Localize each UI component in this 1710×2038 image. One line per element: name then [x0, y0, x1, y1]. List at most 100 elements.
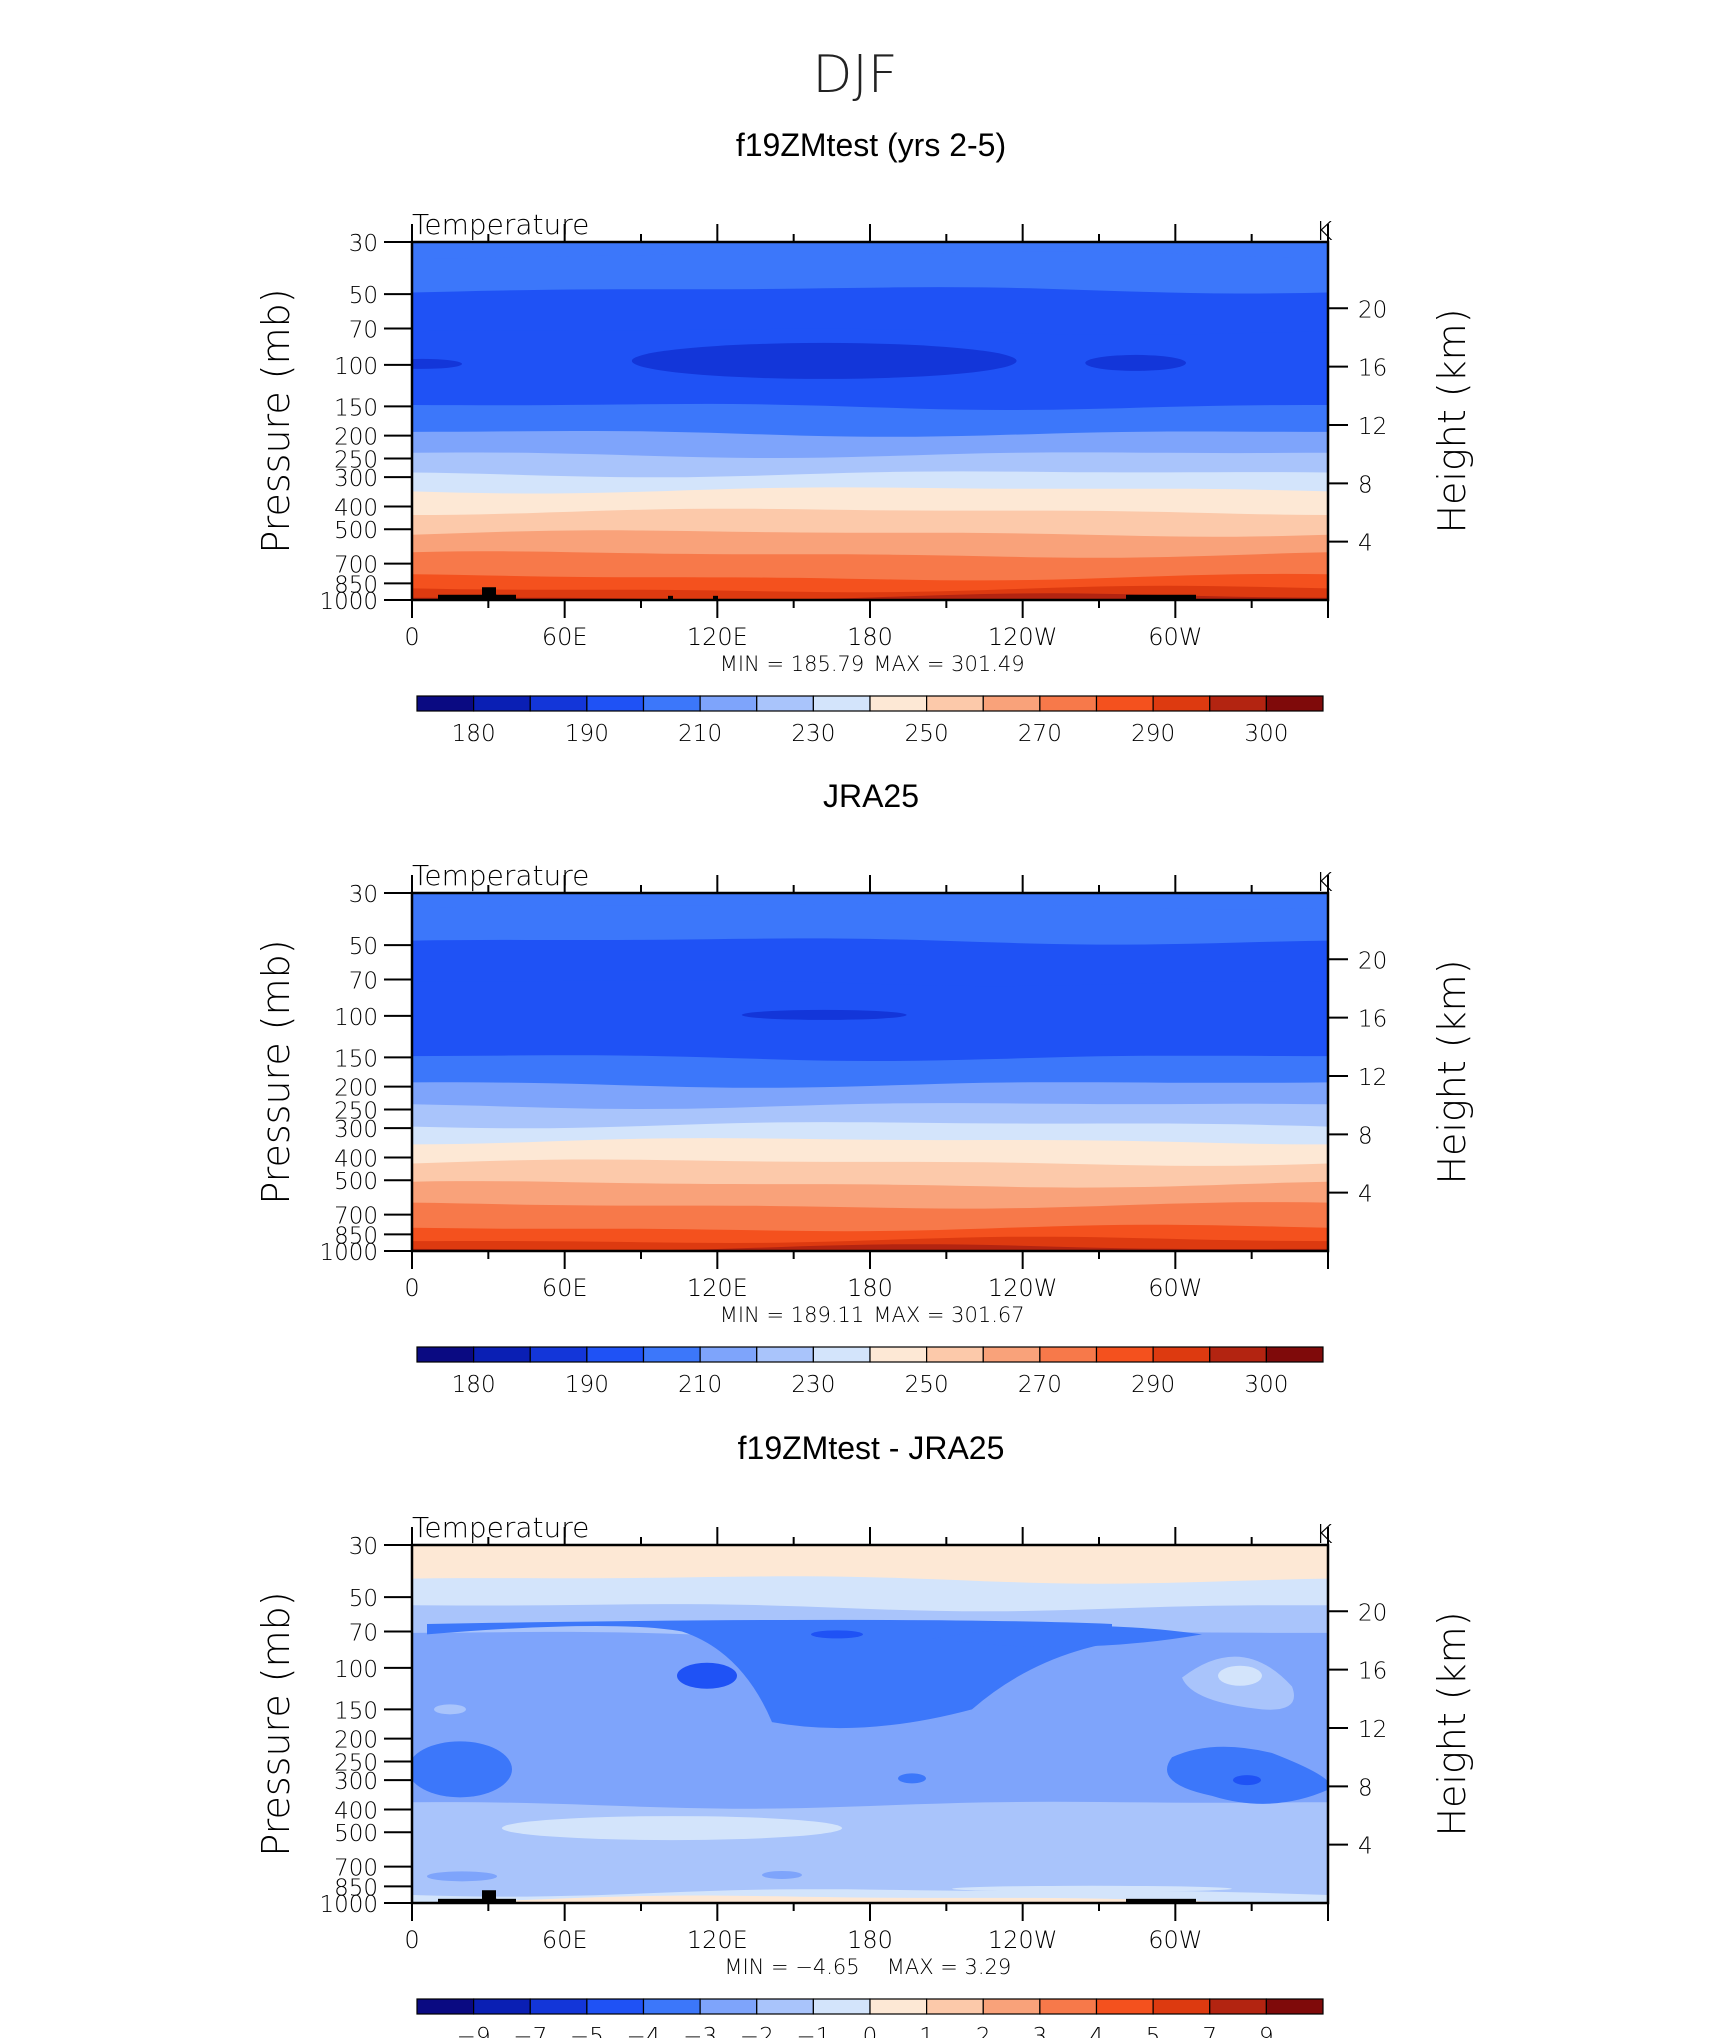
- colorbar-swatch: [586, 1998, 645, 2015]
- x-tick-label: 120W: [988, 1926, 1058, 1954]
- topography-block: [482, 587, 496, 600]
- colorbar-label: 1: [919, 2024, 934, 2038]
- topography-block: [713, 595, 718, 600]
- y-tick-label: 400: [334, 495, 378, 521]
- y-right-tick-label: 4: [1358, 1834, 1373, 1860]
- x-tick-label: 60W: [1148, 623, 1202, 651]
- colorbar: 180 190 210 230 250 270 290 300: [416, 1346, 1324, 1398]
- panel-subtitle: Temperature: [412, 208, 589, 241]
- colorbar-swatch: [926, 695, 984, 712]
- max-label: MAX = 301.49: [873, 652, 1024, 676]
- colorbar-label: 0: [863, 2024, 878, 2038]
- x-tick-label: 60E: [542, 1274, 588, 1302]
- colorbar-swatch: [982, 695, 1041, 712]
- colorbar-label: −5: [570, 2024, 604, 2038]
- colorbar-swatch: [1152, 695, 1211, 712]
- y-tick-label: 1000: [319, 1892, 378, 1918]
- y-axis-label: Pressure (mb): [254, 939, 298, 1204]
- colorbar-label: 300: [1244, 721, 1288, 747]
- colorbar-label: −7: [513, 2024, 547, 2038]
- x-tick-label: 0: [404, 623, 419, 651]
- contour-band: [434, 1704, 466, 1715]
- colorbar-swatch: [529, 1346, 588, 1363]
- colorbar-swatch: [869, 1998, 928, 2015]
- topography-block: [482, 1890, 496, 1903]
- x-tick-label: 120W: [988, 623, 1058, 651]
- contour-band: [1085, 354, 1187, 371]
- y-tick-label: 50: [349, 283, 378, 309]
- y-right-axis-label: Height (km): [1430, 308, 1474, 533]
- colorbar-swatch: [416, 695, 475, 712]
- colorbar-label: 230: [791, 1372, 835, 1398]
- contour-band: [677, 1662, 737, 1689]
- colorbar-label: 210: [678, 721, 722, 747]
- colorbar-label: 250: [905, 1372, 949, 1398]
- y-tick-label: 1000: [319, 1240, 378, 1266]
- colorbar-swatch: [926, 1346, 984, 1363]
- x-tick-label: 0: [404, 1274, 419, 1302]
- contour-band: [412, 1741, 512, 1798]
- contour-band: [898, 1773, 926, 1784]
- y-right-tick-label: 8: [1358, 472, 1373, 498]
- y-tick-label: 150: [334, 1046, 378, 1072]
- colorbar-swatch: [756, 695, 814, 712]
- colorbar: 180 190 210 230 250 270 290 300: [416, 695, 1324, 747]
- colorbar-swatch: [1095, 695, 1154, 712]
- colorbar-label: 190: [565, 1372, 609, 1398]
- colorbar-swatch: [869, 695, 928, 712]
- colorbar-swatch: [416, 1998, 475, 2015]
- colorbar-swatch: [812, 1998, 871, 2015]
- max-label: MAX = 3.29: [887, 1955, 1012, 1979]
- panel-title: f19ZMtest - JRA25: [738, 1430, 1005, 1466]
- y-tick-label: 70: [349, 1621, 378, 1647]
- colorbar: −9 −7 −5 −4 −3 −2 −1 0 1 2 3 4 5 7 9: [416, 1998, 1324, 2038]
- contour-band: [932, 1626, 1202, 1647]
- colorbar-swatch: [756, 1346, 814, 1363]
- colorbar-label: 250: [905, 721, 949, 747]
- colorbar-swatch: [1209, 1998, 1267, 2015]
- y-tick-label: 70: [349, 969, 378, 995]
- y-tick-label: 100: [334, 354, 378, 380]
- y-right-tick-label: 20: [1358, 297, 1387, 323]
- y-tick-label: 400: [334, 1146, 378, 1172]
- y-tick-label: 850: [334, 1875, 378, 1901]
- colorbar-swatch: [473, 695, 531, 712]
- colorbar-swatch: [1209, 1346, 1267, 1363]
- y-tick-label: 200: [334, 425, 378, 451]
- colorbar-swatch: [642, 1998, 701, 2015]
- colorbar-swatch: [1095, 1346, 1154, 1363]
- x-tick-label: 180: [847, 623, 893, 651]
- y-tick-label: 700: [334, 553, 378, 579]
- y-right-tick-label: 8: [1358, 1123, 1373, 1149]
- y-tick-label: 850: [334, 572, 378, 598]
- colorbar-label: 5: [1146, 2024, 1161, 2038]
- y-tick-label: 850: [334, 1223, 378, 1249]
- y-tick-label: 500: [334, 518, 378, 544]
- y-tick-label: 150: [334, 1698, 378, 1724]
- y-right-tick-label: 8: [1358, 1775, 1373, 1801]
- x-tick-label: 120E: [687, 623, 748, 651]
- y-right-tick-label: 12: [1358, 1065, 1387, 1091]
- x-tick-label: 120W: [988, 1274, 1058, 1302]
- colorbar-label: 270: [1018, 721, 1062, 747]
- colorbar-label: 2: [976, 2024, 991, 2038]
- colorbar-label: 230: [791, 721, 835, 747]
- topography-block: [438, 594, 516, 600]
- colorbar-label: −2: [740, 2024, 774, 2038]
- topography-block: [1126, 594, 1196, 600]
- x-tick-label: 60W: [1148, 1274, 1202, 1302]
- colorbar-label: −3: [683, 2024, 717, 2038]
- contour-band: [762, 1870, 802, 1879]
- colorbar-swatch: [1152, 1346, 1211, 1363]
- units-label: K: [1315, 868, 1332, 898]
- colorbar-swatch: [1039, 1998, 1098, 2015]
- y-tick-label: 500: [334, 1821, 378, 1847]
- x-tick-label: 120E: [687, 1274, 748, 1302]
- contour-band: [427, 1871, 497, 1882]
- colorbar-label: −9: [457, 2024, 491, 2038]
- colorbar-swatch: [586, 1346, 645, 1363]
- y-tick-label: 250: [334, 1098, 378, 1124]
- colorbar-swatch: [1209, 695, 1267, 712]
- colorbar-swatch: [982, 1346, 1041, 1363]
